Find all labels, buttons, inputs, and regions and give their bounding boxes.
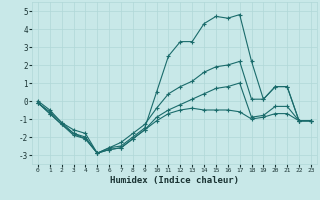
X-axis label: Humidex (Indice chaleur): Humidex (Indice chaleur) — [110, 176, 239, 185]
